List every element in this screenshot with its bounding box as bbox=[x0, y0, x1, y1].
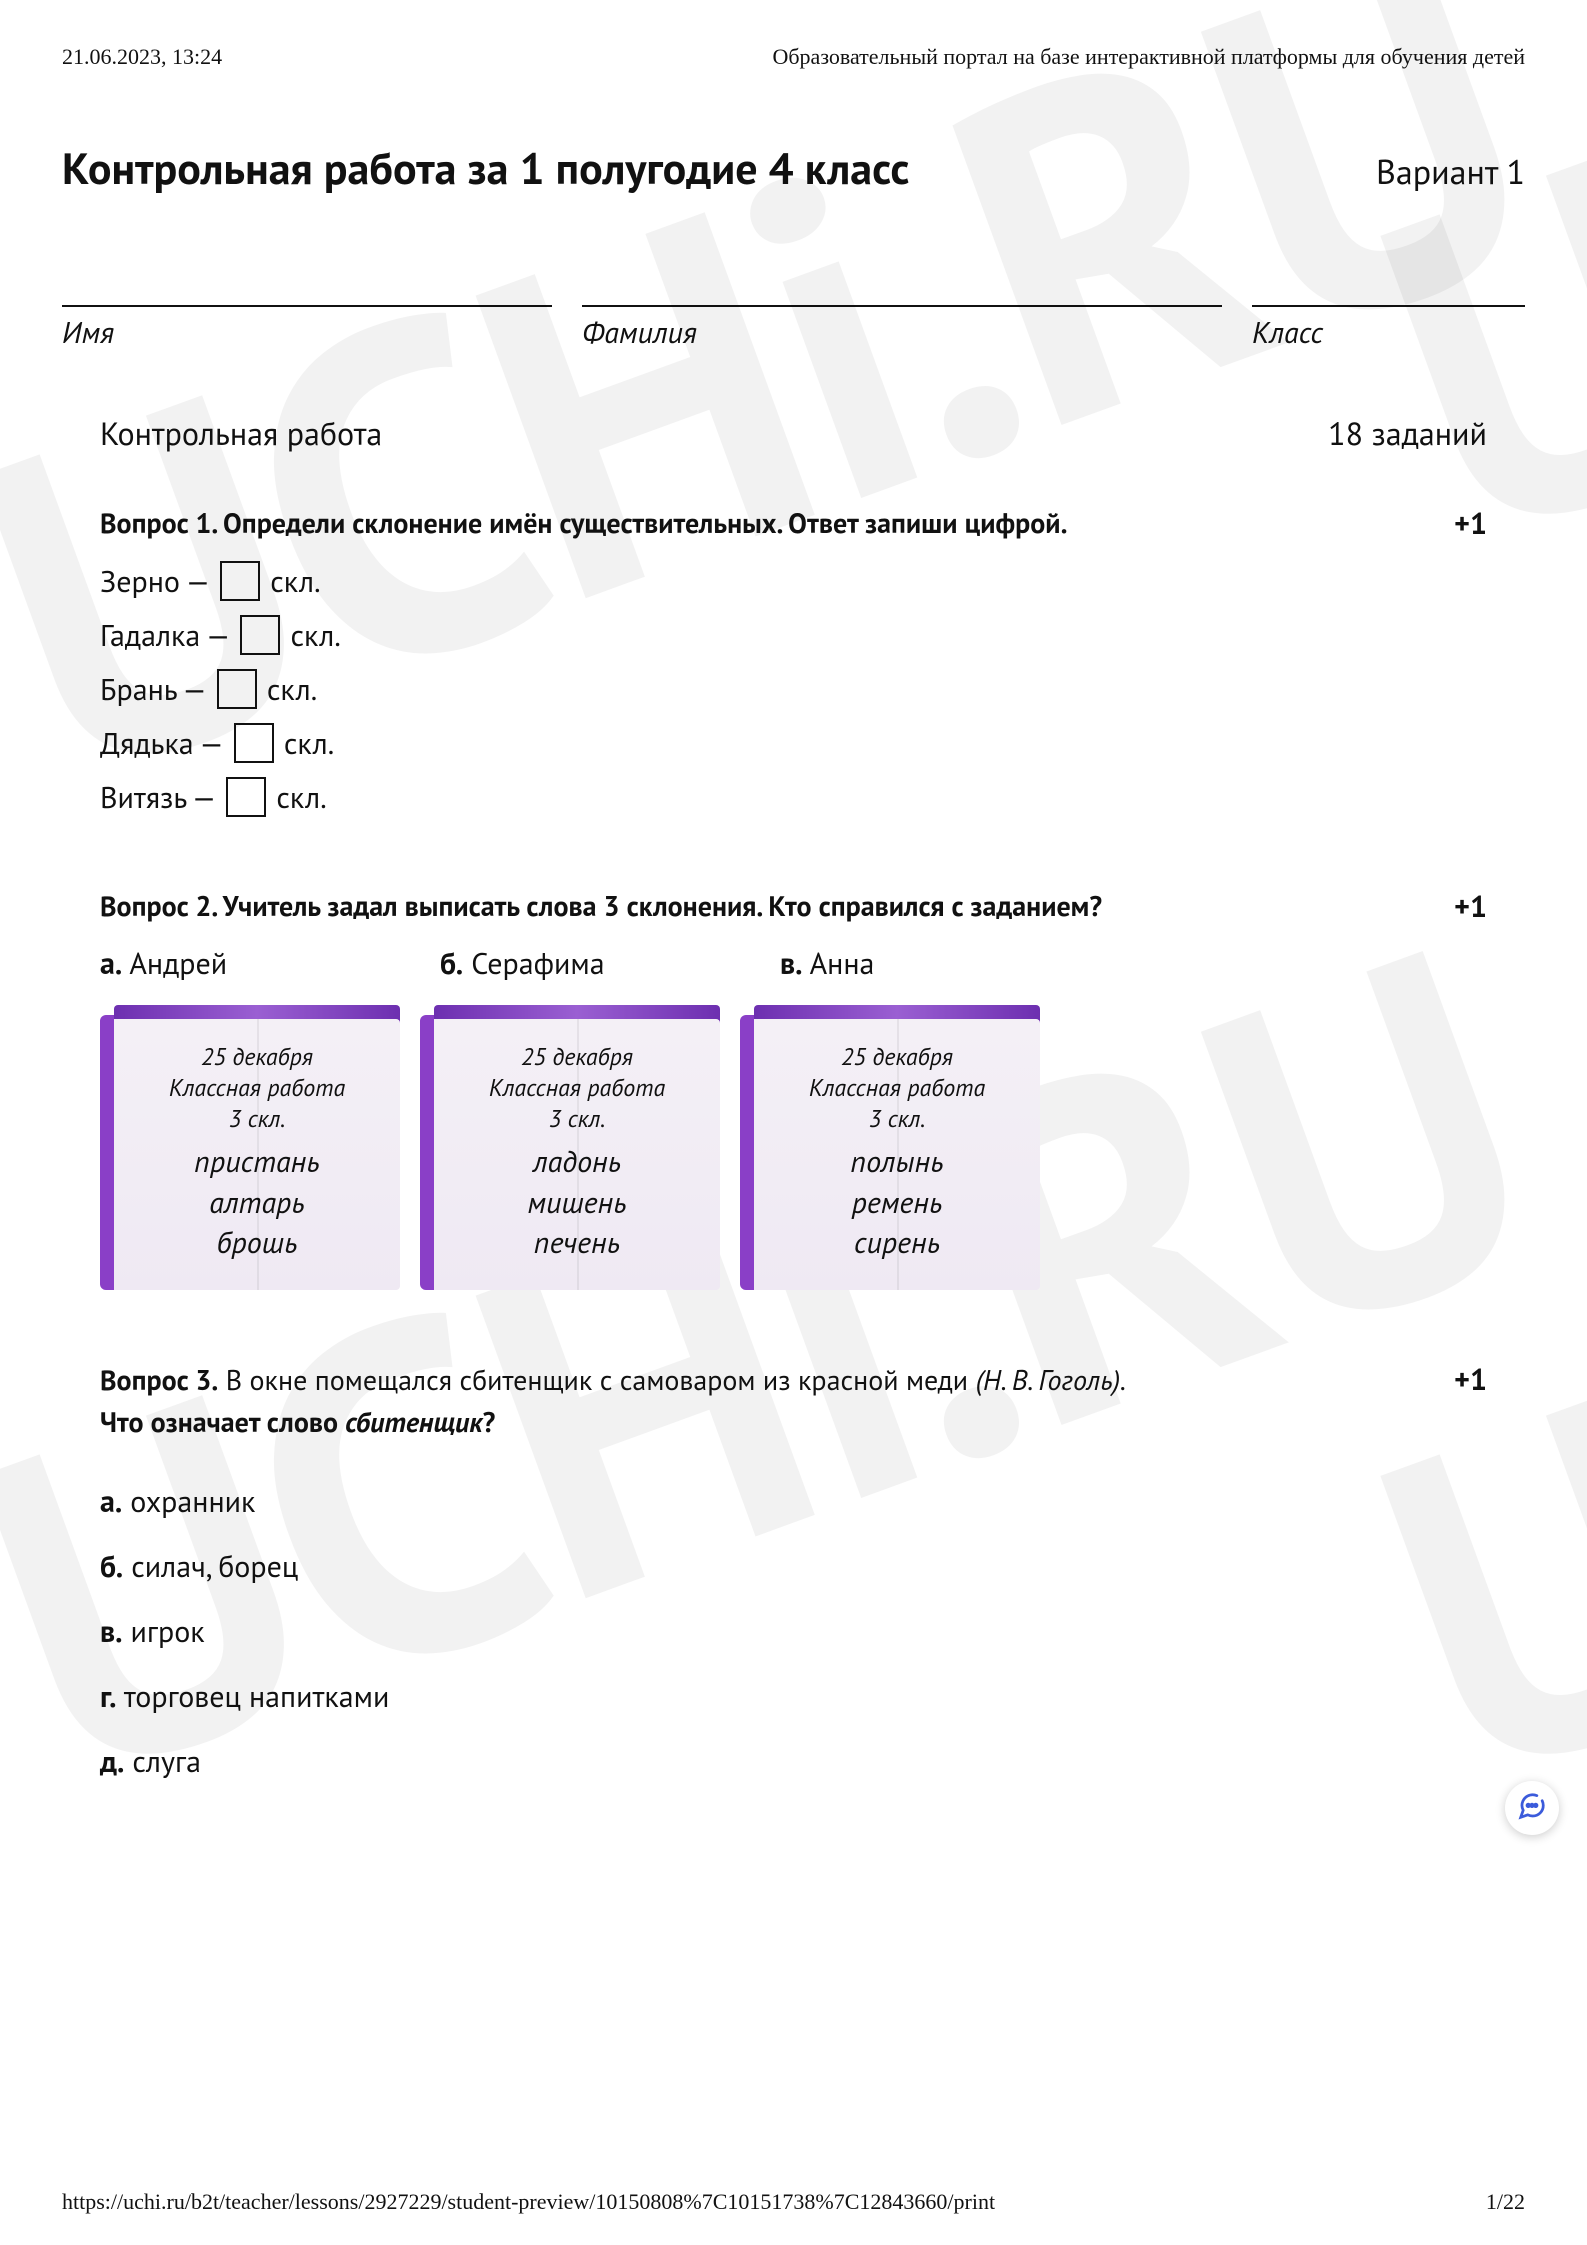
field-surname: Фамилия bbox=[582, 267, 1222, 352]
q3-answer[interactable]: б. силач, борец bbox=[100, 1547, 1487, 1586]
book-word: мишень bbox=[444, 1183, 710, 1224]
book-word: алтарь bbox=[124, 1183, 390, 1224]
book-word: брошь bbox=[124, 1223, 390, 1264]
book-sub: Классная работа bbox=[124, 1072, 390, 1103]
q3-answer[interactable]: г. торговец напитками bbox=[100, 1677, 1487, 1716]
section-label: Контрольная работа bbox=[100, 412, 382, 454]
page-title: Контрольная работа за 1 полугодие 4 клас… bbox=[62, 140, 909, 197]
question-2: Вопрос 2. Учитель задал выписать слова 3… bbox=[62, 887, 1525, 1290]
footer-page: 1/22 bbox=[1486, 2189, 1525, 2215]
book-date: 25 декабря bbox=[444, 1041, 710, 1072]
book-skl: 3 скл. bbox=[764, 1103, 1030, 1134]
q1-suffix: скл. bbox=[270, 562, 320, 601]
q3-sub-word: сбитенщик bbox=[345, 1403, 482, 1440]
notebook[interactable]: 25 декабряКлассная работа3 скл. ладоньмиш… bbox=[420, 1005, 720, 1290]
q3-sentence: В окне помещался сбитенщик с самоваром и… bbox=[218, 1361, 975, 1398]
field-surname-line[interactable] bbox=[582, 267, 1222, 307]
variant-label: Вариант 1 bbox=[1376, 150, 1525, 194]
q1-list: Зерно —скл.Гадалка —скл.Брань —скл.Дядьк… bbox=[100, 561, 1487, 817]
book-word: печень bbox=[444, 1223, 710, 1264]
field-surname-label: Фамилия bbox=[582, 307, 1222, 352]
q3-sub-q: ? bbox=[483, 1403, 496, 1440]
student-fields: Имя Фамилия Класс bbox=[62, 267, 1525, 352]
section-count: 18 заданий bbox=[1328, 412, 1487, 454]
q3-answer[interactable]: д. слуга bbox=[100, 1742, 1487, 1781]
q3-answer[interactable]: в. игрок bbox=[100, 1612, 1487, 1651]
book-sub: Классная работа bbox=[444, 1072, 710, 1103]
q1-item: Витязь — скл. bbox=[100, 777, 1487, 817]
notebook[interactable]: 25 декабряКлассная работа3 скл. полыньрем… bbox=[740, 1005, 1040, 1290]
q2-option[interactable]: а. Андрей bbox=[100, 944, 400, 983]
q2-title: Вопрос 2. Учитель задал выписать слова 3… bbox=[100, 887, 1102, 925]
answer-box[interactable] bbox=[240, 615, 280, 655]
q2-options: а. Андрей б. Серафима в. Анна bbox=[100, 944, 1487, 983]
print-timestamp: 21.06.2023, 13:24 bbox=[62, 44, 222, 70]
book-skl: 3 скл. bbox=[124, 1103, 390, 1134]
q3-text-block: Вопрос 3. В окне помещался сбитенщик с с… bbox=[100, 1360, 1126, 1464]
book-word: полынь bbox=[764, 1142, 1030, 1183]
q2-books: 25 декабряКлассная работа3 скл.пристаньа… bbox=[100, 1005, 1487, 1290]
q3-author: (Н. В. Гоголь). bbox=[976, 1361, 1126, 1398]
answer-box[interactable] bbox=[217, 669, 257, 709]
q1-item: Дядька — скл. bbox=[100, 723, 1487, 763]
q1-word: Гадалка — bbox=[100, 616, 230, 655]
q1-word: Дядька — bbox=[100, 724, 224, 763]
q1-suffix: скл. bbox=[276, 778, 326, 817]
book-word: ладонь bbox=[444, 1142, 710, 1183]
book-date: 25 декабря bbox=[124, 1041, 390, 1072]
q1-suffix: скл. bbox=[290, 616, 340, 655]
q3-sub: Что означает слово bbox=[100, 1403, 345, 1440]
q1-word: Брань — bbox=[100, 670, 207, 709]
field-name-line[interactable] bbox=[62, 267, 552, 307]
answer-box[interactable] bbox=[220, 561, 260, 601]
field-name-label: Имя bbox=[62, 307, 552, 352]
q1-word: Витязь — bbox=[100, 778, 216, 817]
q1-item: Гадалка — скл. bbox=[100, 615, 1487, 655]
answer-box[interactable] bbox=[234, 723, 274, 763]
book-skl: 3 скл. bbox=[444, 1103, 710, 1134]
page: UCHi.RU UCHi.RU UCHi.RU UCHi.RU 21.06.20… bbox=[0, 0, 1587, 2245]
title-row: Контрольная работа за 1 полугодие 4 клас… bbox=[62, 140, 1525, 197]
answer-box[interactable] bbox=[226, 777, 266, 817]
q1-title: Вопрос 1. Определи склонение имён сущест… bbox=[100, 504, 1067, 542]
print-footer: https://uchi.ru/b2t/teacher/lessons/2927… bbox=[62, 2189, 1525, 2215]
q3-answers: а. охранник б. силач, борец в. игрок г. тор… bbox=[100, 1482, 1487, 1781]
q1-suffix: скл. bbox=[284, 724, 334, 763]
field-class: Класс bbox=[1252, 267, 1525, 352]
q2-option[interactable]: б. Серафима bbox=[440, 944, 740, 983]
footer-url: https://uchi.ru/b2t/teacher/lessons/2927… bbox=[62, 2189, 995, 2215]
field-class-label: Класс bbox=[1252, 307, 1525, 352]
book-word: сирень bbox=[764, 1223, 1030, 1264]
field-name: Имя bbox=[62, 267, 552, 352]
q1-item: Зерно — скл. bbox=[100, 561, 1487, 601]
question-1: Вопрос 1. Определи склонение имён сущест… bbox=[62, 504, 1525, 817]
notebook[interactable]: 25 декабряКлассная работа3 скл. пристаньа… bbox=[100, 1005, 400, 1290]
q1-item: Брань — скл. bbox=[100, 669, 1487, 709]
section-header: Контрольная работа 18 заданий bbox=[62, 412, 1525, 454]
q1-word: Зерно — bbox=[100, 562, 210, 601]
q3-points: +1 bbox=[1454, 1360, 1487, 1399]
chat-fab[interactable] bbox=[1505, 1781, 1559, 1835]
q1-suffix: скл. bbox=[267, 670, 317, 709]
book-word: пристань bbox=[124, 1142, 390, 1183]
chat-bubble-icon bbox=[1517, 1791, 1547, 1826]
print-header: 21.06.2023, 13:24 Образовательный портал… bbox=[62, 44, 1525, 70]
book-page: 25 декабряКлассная работа3 скл. пристаньа… bbox=[114, 1019, 400, 1290]
book-sub: Классная работа bbox=[764, 1072, 1030, 1103]
print-site-title: Образовательный портал на базе интеракти… bbox=[772, 44, 1525, 70]
q2-points: +1 bbox=[1454, 887, 1487, 926]
book-page: 25 декабряКлассная работа3 скл. полыньрем… bbox=[754, 1019, 1040, 1290]
q1-points: +1 bbox=[1454, 504, 1487, 543]
q3-prefix: Вопрос 3. bbox=[100, 1361, 218, 1398]
question-3: Вопрос 3. В окне помещался сбитенщик с с… bbox=[62, 1360, 1525, 1781]
book-page: 25 декабряКлассная работа3 скл. ладоньмиш… bbox=[434, 1019, 720, 1290]
field-class-line[interactable] bbox=[1252, 267, 1525, 307]
q3-answer[interactable]: а. охранник bbox=[100, 1482, 1487, 1521]
book-date: 25 декабря bbox=[764, 1041, 1030, 1072]
book-word: ремень bbox=[764, 1183, 1030, 1224]
q2-option[interactable]: в. Анна bbox=[780, 944, 1080, 983]
